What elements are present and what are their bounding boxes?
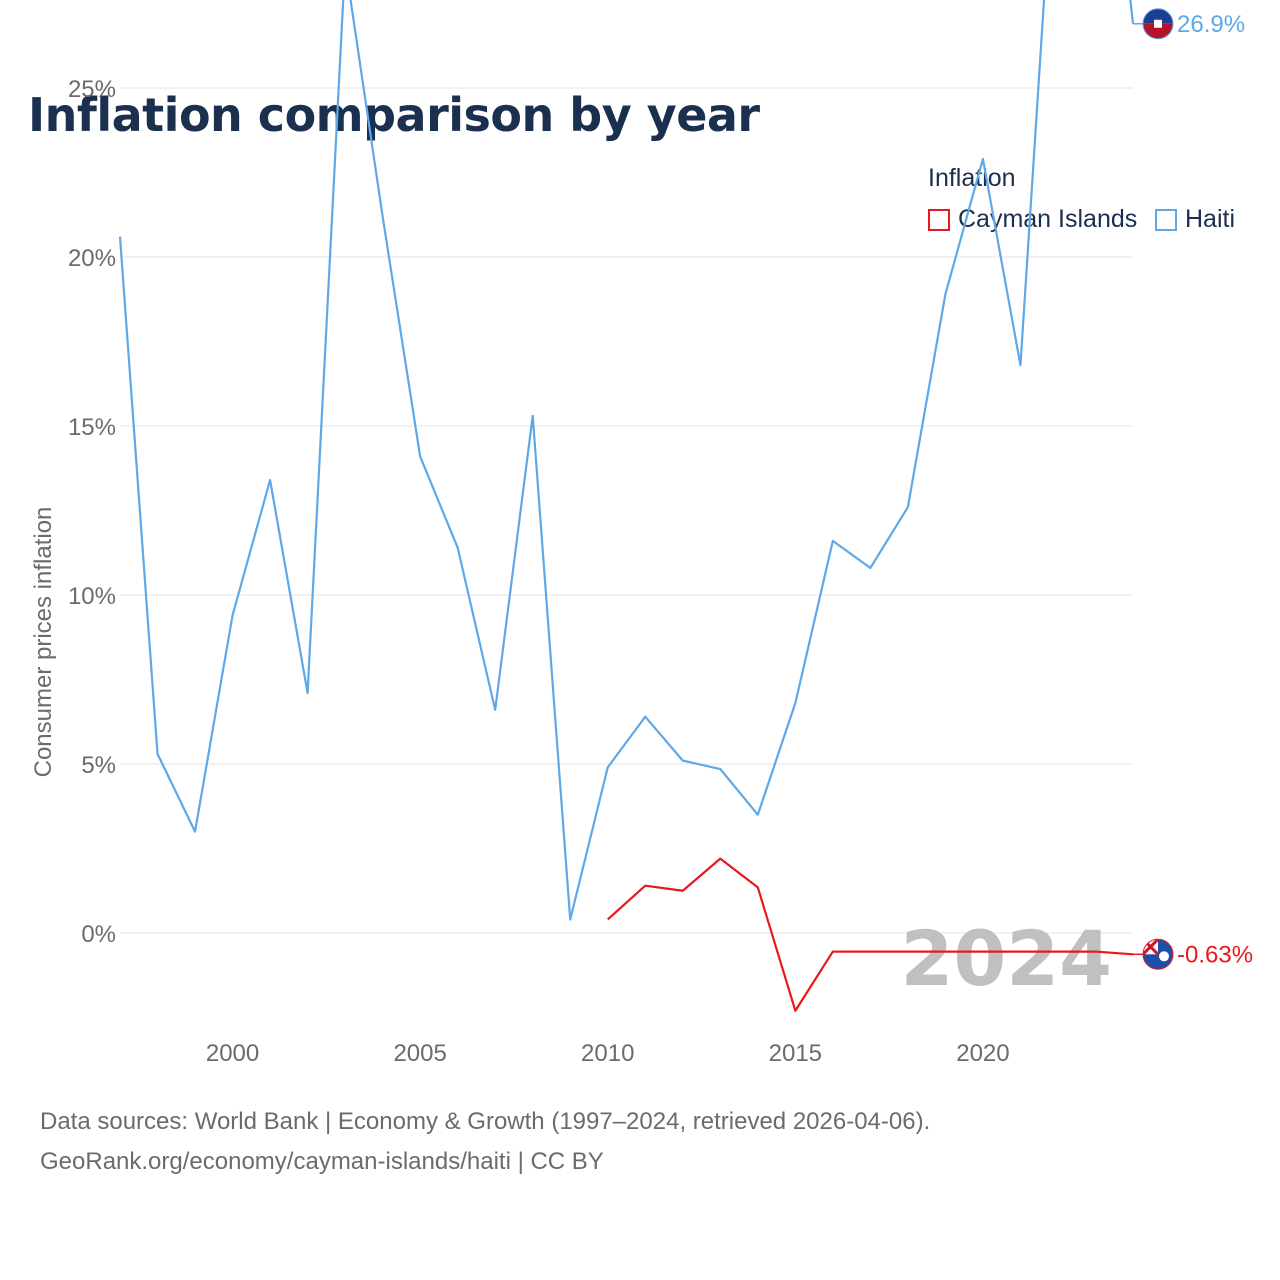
end-markers: -0.63% 26.9%	[1133, 8, 1253, 970]
legend-label-haiti: Haiti	[1185, 205, 1236, 233]
legend-swatch-cayman-islands	[928, 208, 950, 231]
line-chart: 0%5%10%15%20%25%30%35% 20002005201020152…	[30, 0, 1253, 1067]
y-tick-label: 0%	[81, 921, 116, 948]
series-line-haiti[interactable]	[118, 0, 1135, 921]
y-tick-label: 25%	[68, 76, 116, 103]
legend-item-haiti[interactable]: Haiti	[1155, 205, 1235, 234]
x-tick-label: 2020	[956, 1040, 1009, 1067]
x-tick-label: 2005	[393, 1040, 446, 1067]
legend-label-cayman-islands: Cayman Islands	[958, 205, 1138, 233]
legend-title: Inflation	[928, 164, 1016, 192]
x-axis-tick-labels: 2000 2005 2010 2015 2020	[206, 1040, 1010, 1067]
x-tick-label: 2010	[581, 1040, 634, 1067]
chart-title: Inflation comparison by year	[28, 88, 760, 142]
x-tick-label: 2000	[206, 1040, 259, 1067]
cayman-islands-flag-icon	[1142, 938, 1174, 970]
end-value-label-cayman-islands: -0.63%	[1177, 941, 1253, 968]
series-lines	[118, 0, 1135, 1012]
y-tick-label: 10%	[68, 583, 116, 610]
y-tick-label: 5%	[81, 752, 116, 779]
x-tick-label: 2015	[769, 1040, 822, 1067]
haiti-flag-icon	[1142, 8, 1174, 40]
series-line-cayman-islands[interactable]	[607, 857, 1134, 1012]
gridlines	[120, 87, 1133, 934]
year-watermark: 2024	[900, 914, 1112, 1003]
attribution-line[interactable]: GeoRank.org/economy/cayman-islands/haiti…	[40, 1148, 604, 1175]
y-axis-tick-labels: 0%5%10%15%20%25%30%35%	[68, 76, 116, 948]
legend-swatch-haiti	[1155, 208, 1177, 231]
legend-item-cayman-islands[interactable]: Cayman Islands	[928, 205, 1137, 234]
y-tick-label: 20%	[68, 245, 116, 272]
data-source-line: Data sources: World Bank | Economy & Gro…	[40, 1108, 931, 1135]
end-value-label-haiti: 26.9%	[1177, 11, 1245, 38]
y-axis-label: Consumer prices inflation	[30, 507, 57, 778]
y-tick-label: 15%	[68, 414, 116, 441]
